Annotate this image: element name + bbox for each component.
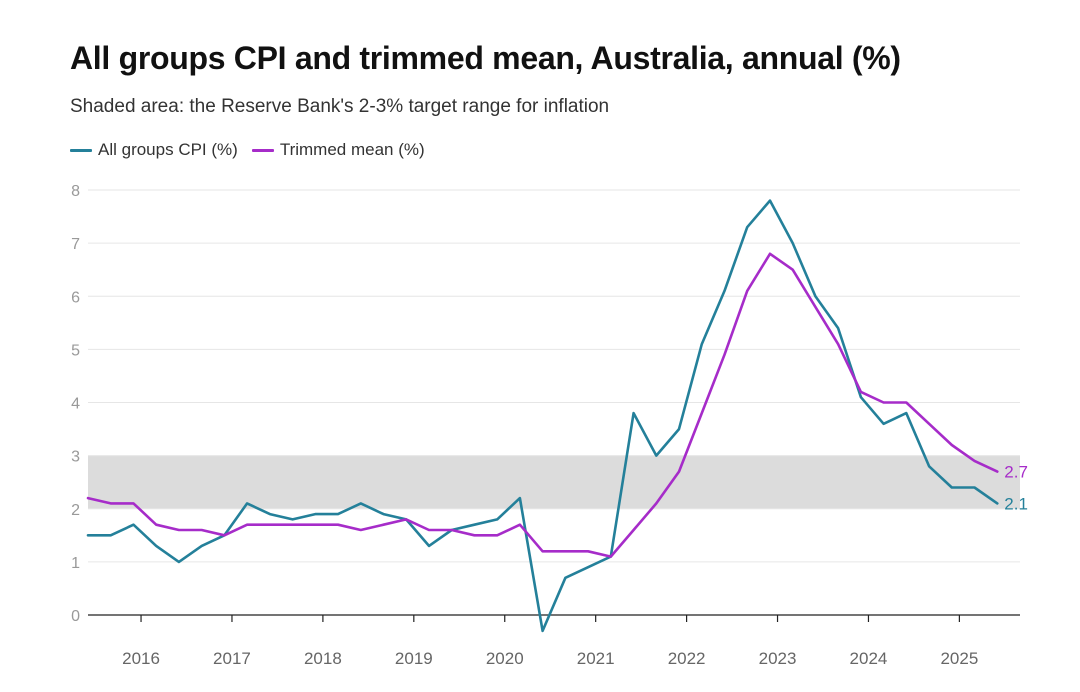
x-tick-label-2020: 2020	[486, 649, 524, 668]
target-range-band	[88, 455, 1020, 509]
y-tick-label-4: 4	[71, 396, 80, 413]
y-tick-label-7: 7	[71, 236, 80, 253]
legend-label-cpi: All groups CPI (%)	[98, 140, 238, 159]
x-tick-label-2016: 2016	[122, 649, 160, 668]
x-tick-label-2017: 2017	[213, 649, 251, 668]
legend-swatch-cpi	[70, 148, 92, 152]
x-tick-label-2024: 2024	[850, 649, 888, 668]
legend: All groups CPI (%) Trimmed mean (%)	[70, 140, 439, 160]
series-line-cpi	[86, 199, 999, 633]
series-line-trimmed-mean	[86, 252, 999, 558]
legend-item-trimmed-mean: Trimmed mean (%)	[251, 140, 425, 160]
y-tick-label-0: 0	[71, 608, 80, 625]
y-tick-label-2: 2	[71, 502, 80, 519]
y-tick-label-1: 1	[71, 555, 80, 572]
y-tick-label-6: 6	[71, 289, 80, 306]
x-tick-label-2019: 2019	[395, 649, 433, 668]
end-label-cpi: 2.1	[1004, 494, 1028, 513]
y-tick-label-3: 3	[71, 449, 80, 466]
y-tick-label-5: 5	[71, 342, 80, 359]
legend-label-trimmed-mean: Trimmed mean (%)	[279, 140, 425, 159]
x-tick-label-2018: 2018	[304, 649, 342, 668]
x-tick-label-2022: 2022	[668, 649, 706, 668]
end-label-trimmed-mean: 2.7	[1004, 463, 1028, 482]
x-tick-label-2021: 2021	[577, 649, 615, 668]
chart-subtitle: Shaded area: the Reserve Bank's 2-3% tar…	[70, 96, 610, 117]
x-tick-label-2023: 2023	[759, 649, 797, 668]
legend-swatch-trimmed-mean	[251, 148, 274, 152]
legend-item-cpi: All groups CPI (%)	[70, 140, 238, 160]
y-tick-label-8: 8	[71, 183, 80, 200]
chart-title: All groups CPI and trimmed mean, Austral…	[70, 40, 901, 76]
x-tick-label-2025: 2025	[940, 649, 978, 668]
